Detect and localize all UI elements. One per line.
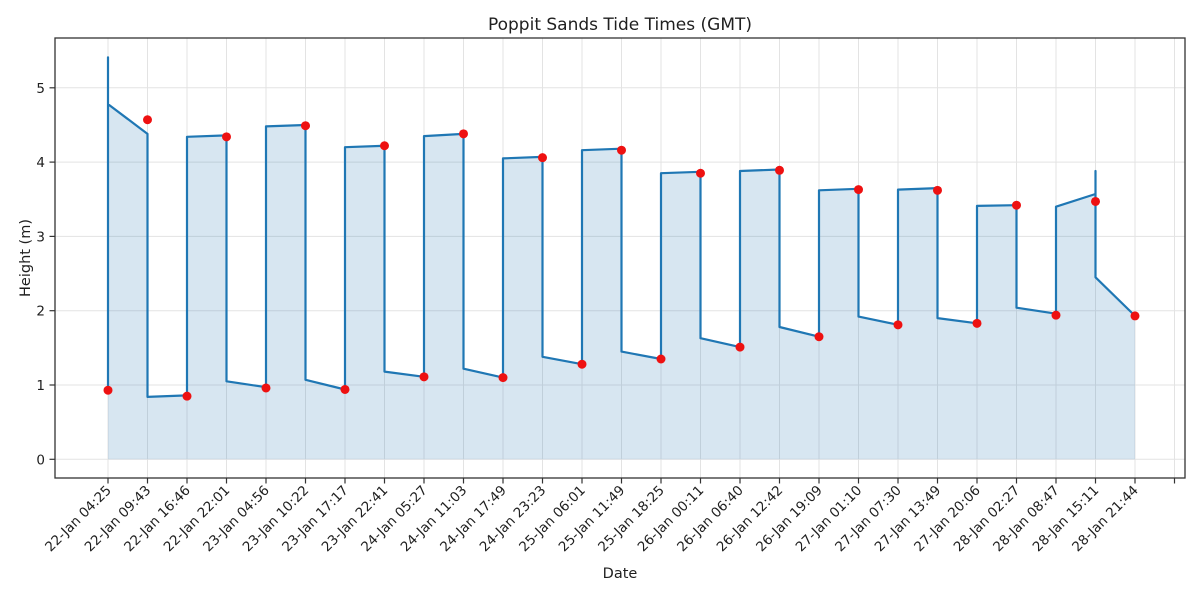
tide-event-marker bbox=[775, 165, 784, 175]
tide-event-marker bbox=[498, 373, 508, 383]
tide-event-marker bbox=[617, 145, 626, 155]
tide-event-marker bbox=[222, 132, 231, 142]
tide-event-marker bbox=[301, 121, 310, 131]
tide-event-marker bbox=[814, 332, 824, 342]
tide-event-marker bbox=[893, 320, 903, 330]
tide-event-marker bbox=[419, 372, 429, 382]
tide-event-marker bbox=[340, 384, 350, 394]
x-tick-label: 22-Jan 04:25 bbox=[42, 483, 115, 556]
tide-event-marker bbox=[103, 385, 113, 395]
tide-event-marker bbox=[854, 185, 863, 195]
axes-frame bbox=[54, 37, 1186, 479]
tide-event-marker bbox=[972, 318, 982, 328]
y-axis-label: Height (m) bbox=[18, 219, 34, 297]
y-tick-label: 2 bbox=[36, 304, 45, 320]
y-tick-label: 5 bbox=[36, 81, 45, 97]
tide-event-marker bbox=[933, 185, 942, 195]
tide-event-marker bbox=[1012, 200, 1021, 210]
x-axis-label: Date bbox=[603, 566, 638, 582]
tide-event-marker bbox=[182, 391, 192, 401]
y-tick-label: 0 bbox=[36, 452, 45, 468]
tide-event-marker bbox=[261, 383, 271, 393]
tide-event-marker bbox=[380, 141, 389, 151]
tide-event-marker bbox=[656, 354, 666, 364]
tide-event-marker bbox=[1130, 311, 1140, 321]
y-tick-label: 4 bbox=[36, 155, 45, 171]
tide-event-marker bbox=[1051, 310, 1061, 320]
plot-frame bbox=[54, 37, 1186, 479]
tide-event-marker bbox=[538, 153, 547, 163]
tide-event-markers bbox=[103, 115, 1140, 401]
tide-event-marker bbox=[577, 359, 587, 369]
tide-event-marker bbox=[1091, 196, 1100, 206]
tide-event-marker bbox=[459, 129, 468, 139]
tide-event-marker bbox=[143, 115, 152, 125]
tide-event-marker bbox=[735, 342, 745, 352]
tide-event-marker bbox=[696, 168, 705, 178]
chart-title: Poppit Sands Tide Times (GMT) bbox=[488, 15, 752, 35]
y-tick-label: 3 bbox=[36, 229, 45, 245]
y-tick-label: 1 bbox=[36, 378, 45, 394]
